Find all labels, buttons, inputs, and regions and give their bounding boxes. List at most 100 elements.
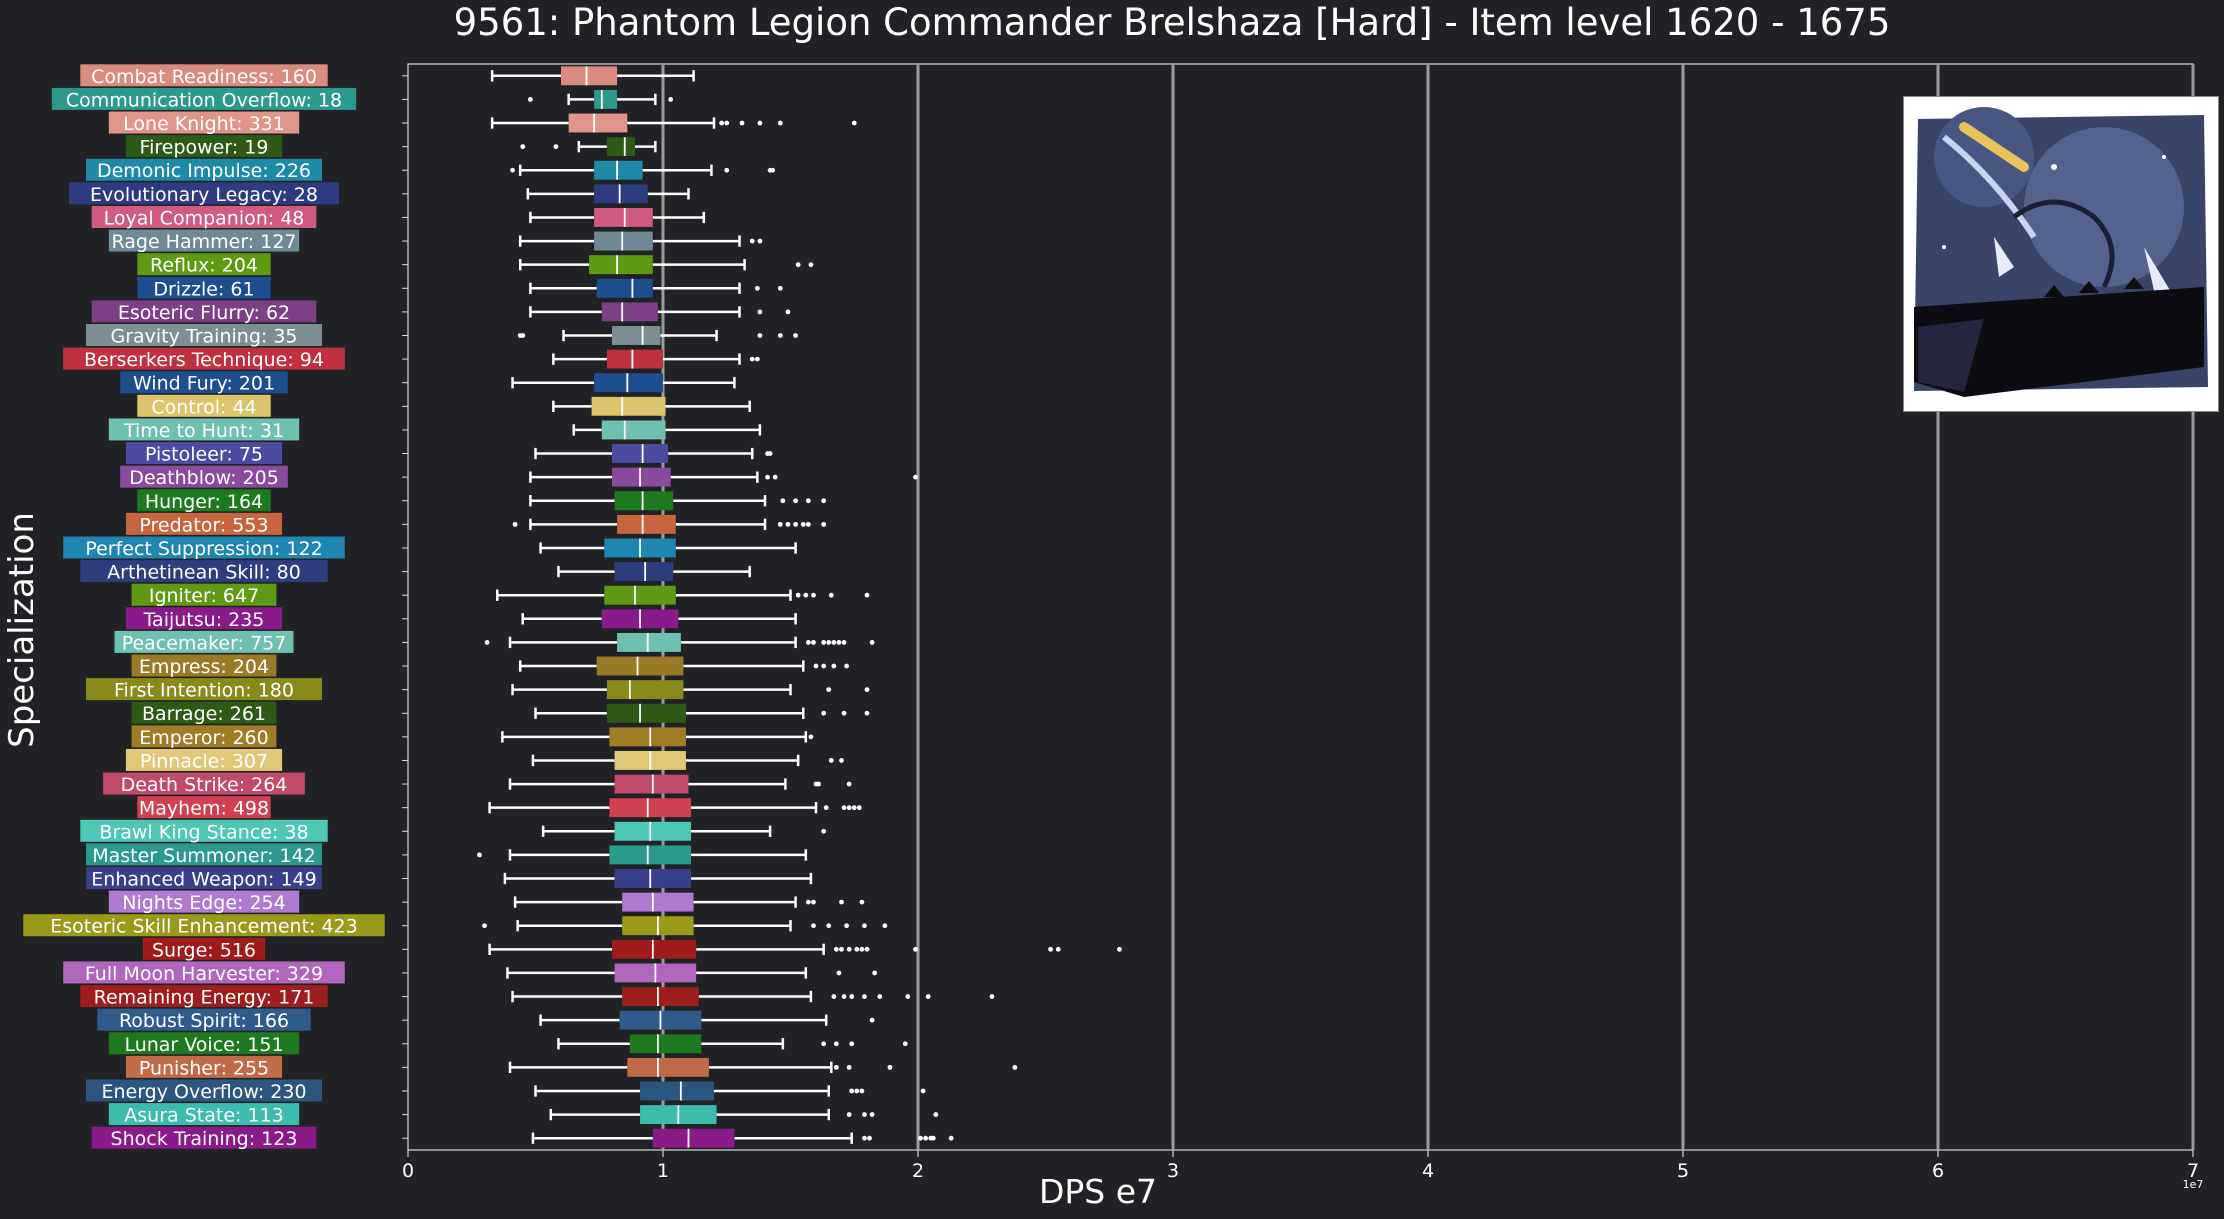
outlier-point bbox=[553, 144, 559, 150]
outlier-point bbox=[925, 994, 931, 999]
category-label: Barrage: 261 bbox=[142, 703, 266, 725]
category-label: Mayhem: 498 bbox=[139, 798, 269, 820]
outlier-point bbox=[862, 923, 867, 929]
box bbox=[594, 160, 643, 180]
outlier-point bbox=[864, 592, 870, 598]
category-label: Lunar Voice: 151 bbox=[124, 1034, 283, 1056]
category-label: Emperor: 260 bbox=[139, 727, 268, 749]
category-label: Rage Hammer: 127 bbox=[111, 231, 296, 253]
outlier-point bbox=[757, 309, 763, 315]
box bbox=[612, 444, 669, 463]
box bbox=[594, 89, 618, 109]
category-label-bg bbox=[86, 867, 322, 889]
category-label: Arthetinean Skill: 80 bbox=[107, 562, 301, 584]
outlier-point bbox=[826, 640, 832, 645]
outlier-point bbox=[862, 1135, 867, 1141]
box bbox=[612, 326, 661, 345]
category-label-bg bbox=[137, 276, 271, 299]
category-label-bg bbox=[80, 819, 328, 842]
outlier-point bbox=[805, 640, 811, 645]
box bbox=[622, 892, 694, 912]
outlier-point bbox=[828, 592, 834, 598]
outlier-point bbox=[831, 640, 837, 645]
category-label: Esoteric Skill Enhancement: 423 bbox=[50, 916, 358, 938]
category-label: Esoteric Flurry: 62 bbox=[118, 302, 290, 324]
box bbox=[609, 727, 686, 747]
outlier-point bbox=[520, 333, 526, 338]
outlier-point bbox=[877, 994, 883, 999]
x-axis-offset-label: 1e7 bbox=[2183, 1178, 2204, 1191]
box bbox=[614, 869, 692, 888]
outlier-point bbox=[795, 592, 801, 598]
outlier-point bbox=[828, 758, 834, 763]
category-label-bg bbox=[131, 701, 277, 724]
outlier-point bbox=[902, 1041, 908, 1047]
outlier-point bbox=[793, 498, 798, 504]
category-label: Berserkers Technique: 94 bbox=[84, 349, 324, 371]
outlier-point bbox=[846, 1112, 852, 1117]
box bbox=[568, 113, 628, 133]
outlier-point bbox=[844, 663, 849, 669]
outlier-point bbox=[739, 120, 745, 126]
outlier-point bbox=[821, 640, 827, 645]
category-label: Combat Readiness: 160 bbox=[91, 66, 317, 88]
outlier-point bbox=[841, 710, 847, 716]
category-label-bg bbox=[63, 961, 345, 984]
outlier-point bbox=[844, 923, 849, 929]
outlier-point bbox=[805, 498, 811, 504]
category-label-bg bbox=[137, 489, 271, 512]
category-label: Remaining Energy: 171 bbox=[94, 987, 315, 1009]
category-label-bg bbox=[137, 394, 271, 417]
x-tick-label: 4 bbox=[1422, 1160, 1434, 1182]
category-label-bg bbox=[131, 583, 277, 606]
outlier-point bbox=[834, 1041, 839, 1047]
outlier-point bbox=[836, 640, 842, 645]
outlier-point bbox=[477, 852, 482, 858]
outlier-point bbox=[862, 994, 867, 999]
category-label-bg bbox=[91, 205, 317, 228]
outlier-point bbox=[777, 521, 783, 527]
outlier-point bbox=[512, 521, 518, 527]
category-label: Demonic Impulse: 226 bbox=[97, 160, 311, 182]
outlier-point bbox=[754, 285, 760, 291]
category-label-bg bbox=[63, 347, 345, 370]
outlier-point bbox=[836, 970, 842, 976]
outlier-point bbox=[930, 1135, 936, 1141]
outlier-point bbox=[821, 521, 827, 527]
box bbox=[594, 184, 648, 204]
outlier-point bbox=[719, 120, 725, 126]
outlier-point bbox=[913, 946, 918, 952]
category-label: Control: 44 bbox=[151, 396, 256, 418]
box bbox=[622, 987, 699, 1006]
outlier-point bbox=[882, 923, 888, 929]
outlier-point bbox=[811, 640, 816, 645]
outlier-point bbox=[846, 781, 852, 787]
outlier-point bbox=[749, 238, 755, 244]
outlier-point bbox=[803, 592, 809, 598]
category-label-bg bbox=[86, 1079, 322, 1102]
category-label: Pistoleer: 75 bbox=[145, 444, 263, 466]
category-label-bg bbox=[125, 1055, 283, 1078]
outlier-point bbox=[923, 1135, 929, 1141]
box bbox=[596, 656, 684, 676]
outlier-point bbox=[484, 640, 490, 645]
outlier-point bbox=[859, 899, 865, 905]
box bbox=[609, 798, 692, 818]
box bbox=[601, 420, 666, 440]
outlier-point bbox=[757, 238, 763, 244]
category-label: Robust Spirit: 166 bbox=[119, 1010, 289, 1032]
x-tick-label: 7 bbox=[2187, 1160, 2199, 1182]
outlier-point bbox=[777, 333, 783, 338]
category-label: Full Moon Harvester: 329 bbox=[85, 963, 323, 985]
category-label-bg bbox=[103, 772, 305, 795]
outlier-point bbox=[520, 144, 526, 150]
x-tick-label: 5 bbox=[1677, 1160, 1689, 1182]
box bbox=[652, 1128, 735, 1148]
outlier-point bbox=[834, 946, 839, 952]
outlier-point bbox=[859, 1088, 865, 1094]
box bbox=[601, 302, 658, 322]
outlier-point bbox=[482, 923, 487, 929]
outlier-point bbox=[826, 687, 832, 693]
outlier-point bbox=[757, 120, 763, 126]
